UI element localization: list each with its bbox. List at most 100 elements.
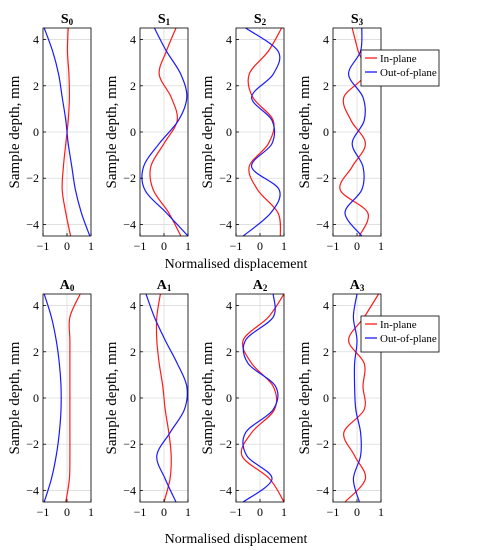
panel-title-subscript: 0 — [69, 17, 74, 27]
legend-box — [360, 49, 440, 87]
y-tick-label: −2 — [316, 171, 329, 185]
y-tick-label: −2 — [26, 171, 39, 185]
y-tick-label: −2 — [123, 437, 136, 451]
y-tick-label: 4 — [33, 299, 39, 313]
y-tick-label: −2 — [316, 437, 329, 451]
y-axis-label: Sample depth, mm — [297, 341, 313, 454]
y-tick-label: −4 — [316, 483, 329, 497]
x-tick-label: 1 — [88, 505, 94, 519]
y-tick-label: 2 — [33, 345, 39, 359]
x-tick-label: 0 — [64, 505, 70, 519]
panel-title-s1: S1 — [158, 12, 171, 27]
y-axis-label: Sample depth, mm — [200, 75, 216, 188]
x-tick-label: 0 — [354, 505, 360, 519]
x-tick-label: −1 — [327, 239, 340, 253]
x-tick-label: 0 — [257, 505, 263, 519]
panel-title-a2: A2 — [253, 278, 268, 293]
x-tick-label: 0 — [354, 239, 360, 253]
x-axis-label-top: Normalised displacement — [165, 257, 308, 272]
x-tick-label: 0 — [161, 505, 167, 519]
series-line-out-of-plane — [145, 293, 188, 503]
y-tick-label: −4 — [219, 483, 232, 497]
panel-title-letter: S — [158, 12, 166, 27]
series-line-out-of-plane — [43, 27, 91, 237]
panel-title-s0: S0 — [61, 12, 74, 27]
y-tick-label: 2 — [226, 79, 232, 93]
x-tick-label: 1 — [185, 505, 191, 519]
y-tick-label: −2 — [219, 437, 232, 451]
y-tick-label: 4 — [226, 299, 232, 313]
legend-entry-label: Out-of-plane — [380, 333, 437, 345]
y-tick-label: −4 — [219, 217, 232, 231]
y-tick-label: 4 — [130, 299, 136, 313]
panel-title-letter: A — [253, 278, 264, 293]
series-line-out-of-plane — [242, 27, 281, 237]
y-tick-label: 2 — [130, 79, 136, 93]
panel-title-subscript: 1 — [167, 283, 172, 293]
series-line-out-of-plane — [242, 293, 279, 503]
y-axis-label: Sample depth, mm — [297, 75, 313, 188]
x-tick-label: 0 — [257, 239, 263, 253]
series-line-in-plane — [247, 27, 283, 237]
y-tick-label: 0 — [130, 391, 136, 405]
y-tick-label: 0 — [323, 391, 329, 405]
series-line-in-plane — [155, 293, 172, 503]
series-line-out-of-plane — [43, 293, 62, 503]
y-tick-label: 2 — [323, 345, 329, 359]
y-axis-label: Sample depth, mm — [104, 75, 120, 188]
y-axis-label: Sample depth, mm — [104, 341, 120, 454]
x-tick-label: −1 — [37, 239, 50, 253]
panel-title-s2: S2 — [254, 12, 267, 27]
legend: In-plane Out-of-plane — [360, 315, 440, 353]
series-line-out-of-plane — [141, 27, 189, 237]
y-tick-label: −2 — [123, 171, 136, 185]
x-tick-label: 1 — [281, 505, 287, 519]
y-tick-label: 4 — [33, 33, 39, 47]
x-tick-label: −1 — [134, 239, 147, 253]
series-line-in-plane — [149, 27, 182, 237]
panel-title-letter: S — [351, 12, 359, 27]
series-line-in-plane — [240, 293, 285, 503]
x-tick-label: 1 — [88, 239, 94, 253]
panel-title-a0: A0 — [60, 278, 75, 293]
x-tick-label: 0 — [64, 239, 70, 253]
series-line-in-plane — [65, 293, 81, 503]
y-tick-label: 0 — [33, 125, 39, 139]
y-tick-label: 2 — [33, 79, 39, 93]
panel-title-subscript: 3 — [360, 283, 365, 293]
x-tick-label: 0 — [161, 239, 167, 253]
legend-box — [360, 315, 440, 353]
y-tick-label: −4 — [26, 217, 39, 231]
panel-title-letter: S — [61, 12, 69, 27]
x-tick-label: −1 — [327, 505, 340, 519]
y-tick-label: −2 — [219, 171, 232, 185]
panel-title-letter: A — [350, 278, 361, 293]
y-tick-label: 0 — [130, 125, 136, 139]
y-tick-label: 2 — [130, 345, 136, 359]
y-tick-label: −4 — [123, 483, 136, 497]
y-tick-label: 0 — [226, 391, 232, 405]
panel-title-subscript: 0 — [70, 283, 75, 293]
panel-a3: −1 0 1 4 2 0 −2 −4 Sample depth, mm A3 In-plane Out… — [297, 278, 440, 519]
y-tick-label: 2 — [323, 79, 329, 93]
x-tick-label: 1 — [281, 239, 287, 253]
panel-s3: −1 0 1 4 2 0 −2 −4 Sample depth, mm S3 In-plane Out… — [297, 12, 440, 253]
panel-title-letter: A — [60, 278, 71, 293]
y-tick-label: 0 — [33, 391, 39, 405]
panel-title-s3: S3 — [351, 12, 364, 27]
x-tick-label: −1 — [134, 505, 147, 519]
x-tick-label: 1 — [378, 505, 384, 519]
series-line-out-of-plane — [352, 293, 362, 503]
y-tick-label: −2 — [26, 437, 39, 451]
y-axis-label: Sample depth, mm — [200, 341, 216, 454]
y-axis-label: Sample depth, mm — [7, 341, 23, 454]
panel-title-a3: A3 — [350, 278, 365, 293]
panel-title-subscript: 3 — [359, 17, 364, 27]
panel-title-letter: A — [157, 278, 168, 293]
